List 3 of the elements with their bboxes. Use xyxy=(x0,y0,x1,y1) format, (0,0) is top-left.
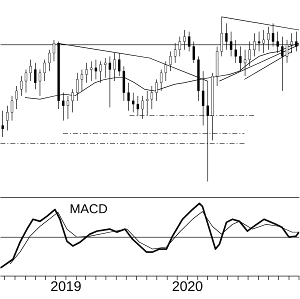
x-tick-label: 2020 xyxy=(172,281,202,292)
series-label: MACD xyxy=(70,204,108,214)
x-tick-label: 2019 xyxy=(51,281,81,292)
